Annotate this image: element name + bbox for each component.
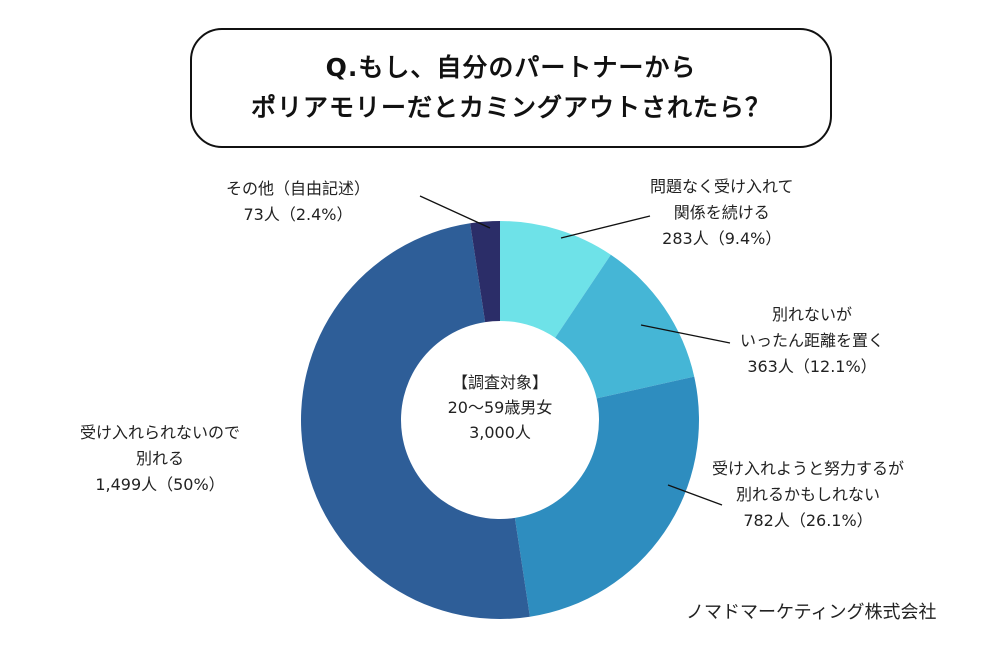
donut-slice-2	[514, 376, 699, 617]
slice-label-0: 問題なく受け入れて 関係を続ける 283人（9.4%）	[650, 174, 794, 252]
donut-slice-1	[555, 254, 695, 399]
slice-value: 73人（2.4%）	[243, 205, 353, 224]
slice-label-text: その他（自由記述）	[226, 179, 371, 198]
slice-value: 1,499人（50%）	[95, 475, 225, 494]
center-label-count: 3,000人	[469, 423, 531, 442]
slice-label-text: 別れないが	[772, 305, 853, 324]
slice-label-text: 受け入れられないので	[80, 423, 241, 442]
slice-value: 283人（9.4%）	[662, 229, 782, 248]
slice-label-text: 受け入れようと努力するが	[712, 459, 905, 478]
slice-label-1: 別れないが いったん距離を置く 363人（12.1%）	[740, 302, 884, 380]
slice-label-3: 受け入れられないので 別れる 1,499人（50%）	[80, 420, 240, 498]
slice-label-text: いったん距離を置く	[740, 331, 885, 350]
slice-label-text: 別れる	[136, 449, 185, 468]
title-line-1: Q.もし、自分のパートナーから	[325, 53, 697, 82]
slice-label-4: その他（自由記述） 73人（2.4%）	[226, 176, 370, 228]
leader-line-0	[560, 215, 651, 239]
title-line-2: ポリアモリーだとカミングアウトされたら？	[250, 93, 771, 122]
center-label-target: 20〜59歳男女	[447, 398, 553, 417]
slice-label-2: 受け入れようと努力するが 別れるかもしれない 782人（26.1%）	[712, 456, 904, 534]
company-credit: ノマドマーケティング株式会社	[686, 602, 937, 623]
donut-slice-0	[500, 221, 611, 338]
center-label: 【調査対象】 20〜59歳男女 3,000人	[400, 370, 600, 445]
donut-slice-4	[470, 221, 500, 323]
center-label-heading: 【調査対象】	[451, 373, 548, 392]
leader-line-2	[667, 484, 723, 506]
slice-value: 782人（26.1%）	[743, 511, 873, 530]
slice-label-text: 別れるかもしれない	[736, 485, 881, 504]
donut-slice-3	[301, 223, 530, 620]
slice-value: 363人（12.1%）	[747, 357, 877, 376]
leader-line-3	[419, 195, 491, 229]
title-box: Q.もし、自分のパートナーから ポリアモリーだとカミングアウトされたら？	[190, 28, 832, 148]
leader-line-1	[640, 324, 731, 344]
slice-label-text: 関係を続ける	[673, 203, 770, 222]
slice-label-text: 問題なく受け入れて	[650, 177, 794, 196]
